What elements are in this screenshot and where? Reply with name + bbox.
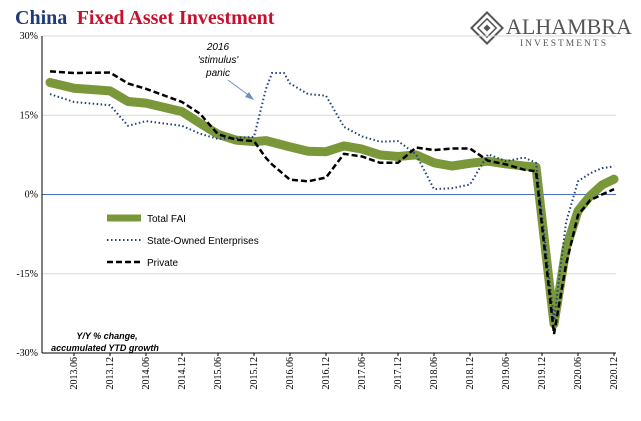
- x-tick-label: 2017.12: [393, 357, 404, 390]
- x-tick-label: 2017.06: [357, 357, 368, 390]
- x-tick-label: 2018.12: [465, 357, 476, 390]
- x-tick-labels: 2013.06 2013.12 2014.06 2014.12 2015.06 2015.…: [69, 357, 620, 390]
- legend-label-soe: State-Owned Enterprises: [147, 236, 259, 247]
- x-tick-label: 2013.12: [105, 357, 116, 390]
- logo-subtitle: INVESTMENTS: [520, 39, 608, 49]
- x-tick-label: 2019.06: [501, 357, 512, 390]
- y-tick-labels: 30% 15% 0% -15% -30%: [16, 31, 38, 359]
- title-part-china: China: [15, 7, 67, 29]
- y-tick-label: -30%: [16, 348, 38, 359]
- logo-name: ALHAMBRA: [506, 14, 632, 39]
- alhambra-logo: ALHAMBRA INVESTMENTS: [470, 11, 632, 49]
- legend-label-private: Private: [147, 258, 179, 269]
- annotation-arrow-icon: [227, 79, 252, 98]
- axes: [41, 36, 616, 356]
- y-tick-label: 30%: [20, 31, 38, 42]
- y-tick-label: -15%: [16, 269, 38, 280]
- legend-label-total-fai: Total FAI: [147, 214, 186, 225]
- x-tick-label: 2015.12: [249, 357, 260, 390]
- x-tick-label: 2016.06: [285, 357, 296, 390]
- x-tick-label: 2013.06: [69, 357, 80, 390]
- series-line-soe: [49, 72, 615, 321]
- x-tick-label: 2014.06: [141, 357, 152, 390]
- diamond-logo-icon: [470, 11, 504, 45]
- note-line-2: accumulated YTD growth: [51, 343, 159, 353]
- x-tick-label: 2019.12: [537, 357, 548, 390]
- annotation-line-2: 'stimulus': [198, 55, 240, 66]
- series-lines: [45, 70, 619, 335]
- stimulus-annotation: 2016 'stimulus' panic: [198, 42, 254, 100]
- y-tick-label: 0%: [25, 190, 38, 201]
- note-line-1: Y/Y % change,: [76, 331, 137, 341]
- x-tick-label: 2020.06: [573, 357, 584, 390]
- x-tick-label: 2018.06: [429, 357, 440, 390]
- series-line-total-fai: [45, 78, 619, 329]
- annotation-line-3: panic: [205, 68, 230, 79]
- annotation-line-1: 2016: [206, 42, 230, 53]
- y-tick-label: 15%: [20, 110, 38, 121]
- x-tick-label: 2016.12: [321, 357, 332, 390]
- series-line-private: [49, 70, 615, 335]
- annotation-arrowhead-icon: [245, 92, 254, 100]
- x-tick-label: 2015.06: [213, 357, 224, 390]
- legend: Total FAI State-Owned Enterprises Privat…: [107, 214, 259, 269]
- x-tick-label: 2020.12: [609, 357, 620, 390]
- title-part-fai: Fixed Asset Investment: [77, 7, 275, 29]
- x-tick-label: 2014.12: [177, 357, 188, 390]
- chart-title: China Fixed Asset Investment: [15, 7, 275, 29]
